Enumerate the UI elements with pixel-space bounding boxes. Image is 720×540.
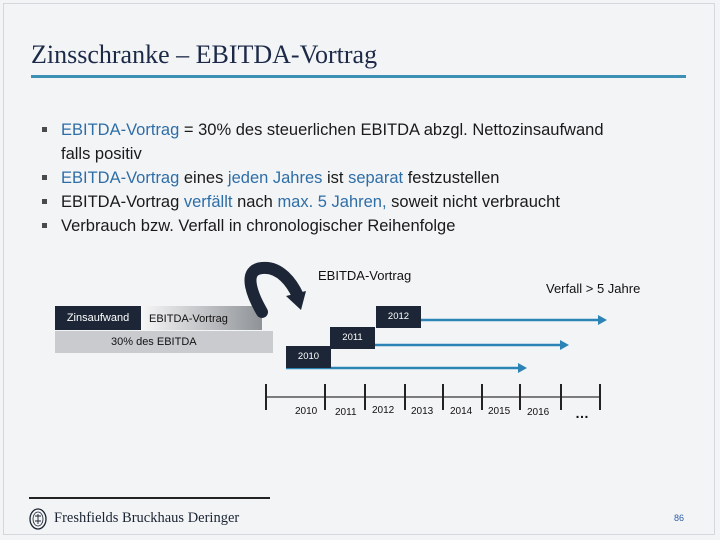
timeline-year-2013: 2013	[411, 406, 434, 417]
bullet-2-highlight-2: jeden Jahres	[227, 169, 323, 187]
diagram-heading: EBITDA-Vortrag	[318, 268, 412, 283]
ebitda-carryforward-box: EBITDA-Vortrag	[149, 313, 228, 325]
bullet-marker-icon	[42, 199, 47, 204]
expiry-label: Verfall > 5 Jahre	[546, 281, 641, 296]
footer-logo-text: Freshfields Bruckhaus Deringer	[54, 510, 240, 526]
interest-expense-box: Zinsaufwand	[55, 306, 141, 330]
timeline-year-2011: 2011	[335, 407, 357, 418]
bullet-item-2: EBITDA-Vortrag eines jeden Jahres ist se…	[42, 166, 702, 190]
page-number: 86	[674, 513, 685, 523]
bullet-4-text: Verbrauch bzw. Verfall in chronologische…	[61, 217, 456, 235]
bullet-2-highlight-1: EBITDA-Vortrag	[61, 169, 180, 187]
freshfields-seal-icon	[29, 508, 47, 530]
year-tag-2012: 2012	[376, 306, 421, 328]
timeline-year-2015: 2015	[488, 406, 511, 417]
bullet-1-continuation: falls positiv	[61, 145, 142, 163]
timeline-year-2014: 2014	[450, 406, 473, 417]
footer-rule	[29, 497, 270, 499]
bullet-marker-icon	[42, 175, 47, 180]
slide-title: Zinsschranke – EBITDA-Vortrag	[31, 40, 378, 69]
bullet-marker-icon	[42, 127, 47, 132]
bullet-2-text-3: festzustellen	[403, 169, 500, 187]
bullet-2-text-2: ist	[322, 169, 349, 187]
bullet-3-highlight-1: verfällt	[183, 193, 233, 211]
bullet-item-1: EBITDA-Vortrag = 30% des steuerlichen EB…	[42, 118, 702, 166]
bullet-item-3: EBITDA-Vortrag verfällt nach max. 5 Jahr…	[42, 190, 702, 214]
bullet-2-highlight-3: separat	[348, 169, 404, 187]
bullet-3-text-3: soweit nicht verbraucht	[386, 193, 560, 211]
arrow-head-2010-icon	[518, 363, 527, 373]
bullet-1-highlight: EBITDA-Vortrag	[61, 121, 180, 139]
bullet-list: EBITDA-Vortrag = 30% des steuerlichen EB…	[42, 118, 702, 238]
arrow-head-2011-icon	[560, 340, 569, 350]
ebitda-box-gradient	[140, 306, 262, 330]
slide-frame	[3, 3, 715, 535]
title-underline	[31, 75, 686, 78]
timeline-ellipsis: …	[575, 405, 589, 421]
bullet-1-text: = 30% des steuerlichen EBITDA abzgl. Net…	[179, 121, 604, 139]
timeline-year-2010: 2010	[295, 406, 318, 417]
carry-forward-arc	[244, 261, 304, 318]
bullet-3-highlight-2: max. 5 Jahren,	[277, 193, 387, 211]
timeline-year-2016: 2016	[527, 407, 550, 418]
timeline-year-2012: 2012	[372, 405, 395, 416]
arrow-head-2012-icon	[598, 315, 607, 325]
bullet-item-4: Verbrauch bzw. Verfall in chronologische…	[42, 214, 702, 238]
bullet-3-text-2: nach	[232, 193, 278, 211]
bullet-2-text-1: eines	[179, 169, 228, 187]
bullet-3-text-1: EBITDA-Vortrag	[61, 193, 184, 211]
bullet-marker-icon	[42, 223, 47, 228]
carry-forward-arrowhead-icon	[286, 291, 306, 310]
thirty-percent-ebitda-box: 30% des EBITDA	[55, 331, 273, 353]
year-tag-2011: 2011	[330, 327, 375, 349]
year-tag-2010: 2010	[286, 346, 331, 368]
timeline-ticks	[265, 384, 601, 410]
